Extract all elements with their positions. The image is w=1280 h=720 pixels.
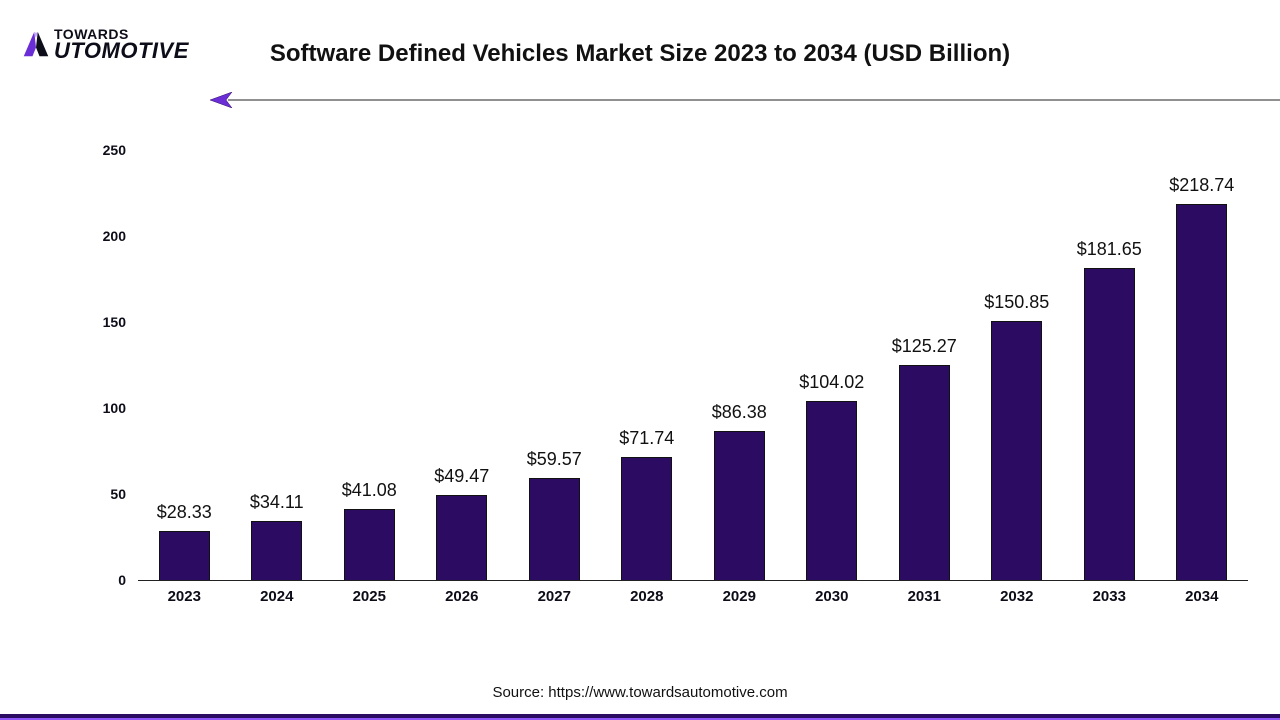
bar-value-label: $49.47 <box>434 466 489 487</box>
arrow-line <box>210 92 1280 108</box>
bar-value-label: $86.38 <box>712 402 767 423</box>
bar: $181.65 <box>1084 268 1135 580</box>
y-tick-label: 150 <box>66 314 126 330</box>
bar: $104.02 <box>806 401 857 580</box>
bar-chart: $28.33 $34.11 $41.08 $49.47 $59.57 $71.74 $86.… <box>66 150 1256 620</box>
x-category-label: 2024 <box>231 588 324 605</box>
bar: $59.57 <box>529 478 580 580</box>
chart-title: Software Defined Vehicles Market Size 20… <box>0 40 1280 68</box>
bar-value-label: $125.27 <box>892 336 957 357</box>
bar-value-label: $34.11 <box>250 492 304 513</box>
bar: $86.38 <box>714 431 765 580</box>
bar: $150.85 <box>991 321 1042 580</box>
x-category-label: 2033 <box>1063 588 1156 605</box>
y-tick-label: 250 <box>66 142 126 158</box>
x-category-label: 2028 <box>601 588 694 605</box>
bar: $125.27 <box>899 365 950 580</box>
x-category-label: 2032 <box>971 588 1064 605</box>
bar-value-label: $71.74 <box>619 428 674 449</box>
x-category-label: 2031 <box>878 588 971 605</box>
bar: $34.11 <box>251 521 302 580</box>
y-tick-label: 200 <box>66 228 126 244</box>
y-tick-label: 50 <box>66 486 126 502</box>
x-category-label: 2026 <box>416 588 509 605</box>
bar: $218.74 <box>1176 204 1227 580</box>
bar: $28.33 <box>159 531 210 580</box>
x-category-label: 2027 <box>508 588 601 605</box>
bar-value-label: $218.74 <box>1169 175 1234 196</box>
bar-value-label: $150.85 <box>984 292 1049 313</box>
bar: $71.74 <box>621 457 672 580</box>
x-category-label: 2034 <box>1156 588 1249 605</box>
bar: $49.47 <box>436 495 487 580</box>
x-axis-line <box>138 580 1248 581</box>
x-category-label: 2023 <box>138 588 231 605</box>
x-category-label: 2025 <box>323 588 416 605</box>
y-tick-label: 100 <box>66 400 126 416</box>
y-tick-label: 0 <box>66 572 126 588</box>
x-category-label: 2029 <box>693 588 786 605</box>
plot-area: $28.33 $34.11 $41.08 $49.47 $59.57 $71.74 $86.… <box>138 150 1248 580</box>
bar-value-label: $41.08 <box>342 480 397 501</box>
source-text: Source: https://www.towardsautomotive.co… <box>0 684 1280 701</box>
bar-value-label: $181.65 <box>1077 239 1142 260</box>
bar-value-label: $59.57 <box>527 449 582 470</box>
page-root: { "logo": { "line1": "TOWARDS", "line2":… <box>0 0 1280 720</box>
bar-value-label: $28.33 <box>157 502 212 523</box>
x-category-label: 2030 <box>786 588 879 605</box>
bar-value-label: $104.02 <box>799 372 864 393</box>
bar: $41.08 <box>344 509 395 580</box>
